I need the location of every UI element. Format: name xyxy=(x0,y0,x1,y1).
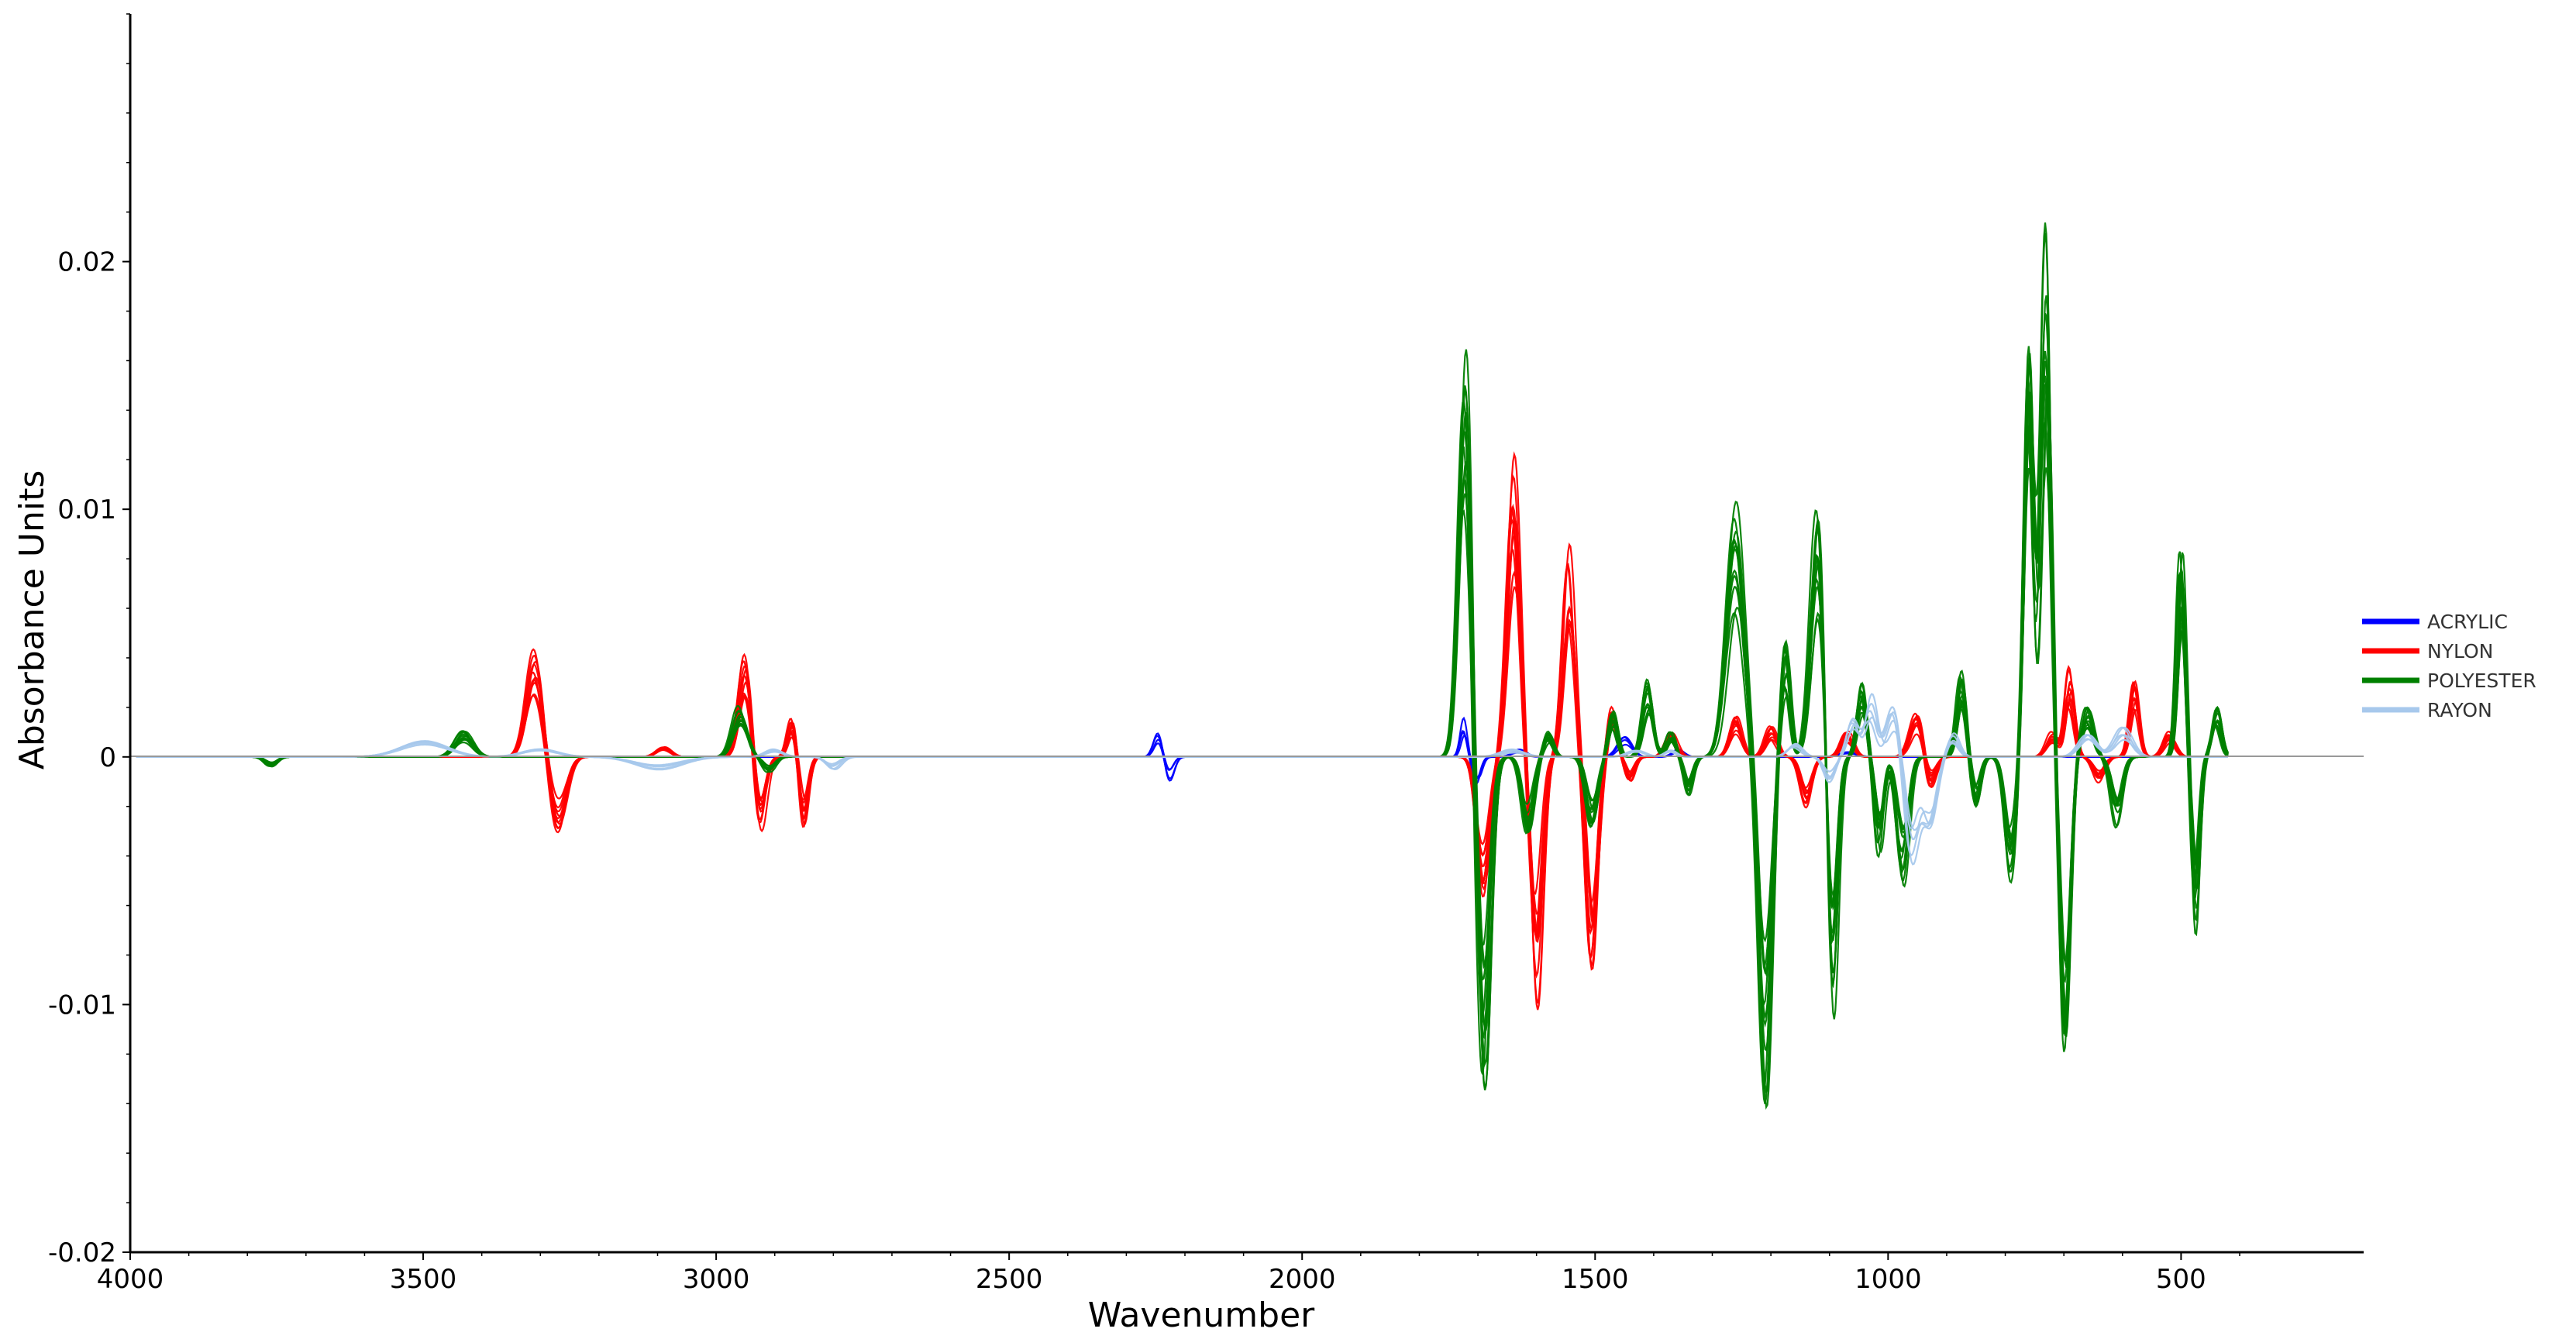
y-tick-label: 0.01 xyxy=(57,494,116,525)
x-axis-ticks: 4000 3500 3000 2500 2000 1500 1000 500 xyxy=(97,1252,2240,1295)
spectrum-trace xyxy=(136,222,2229,1028)
x-tick-label: 2500 xyxy=(976,1264,1043,1295)
series-nylon xyxy=(136,451,2228,1010)
legend-label-polyester: POLYESTER xyxy=(2427,670,2536,692)
legend: ACRYLIC NYLON POLYESTER RAYON xyxy=(2362,611,2536,721)
spectrum-trace xyxy=(136,451,2228,1010)
legend-label-rayon: RAYON xyxy=(2427,699,2492,721)
x-tick-label: 3500 xyxy=(390,1264,457,1295)
spectrum-trace xyxy=(136,232,2229,1010)
plot-area xyxy=(136,222,2229,1110)
spectrum-trace xyxy=(136,312,2229,1089)
spectrum-trace xyxy=(136,374,2229,1028)
spectrum-trace xyxy=(136,517,2228,917)
y-tick-label: 0.02 xyxy=(57,247,116,278)
x-tick-label: 3000 xyxy=(683,1264,750,1295)
y-tick-label: -0.01 xyxy=(48,990,116,1021)
series-polyester xyxy=(136,222,2229,1110)
y-tick-label: 0 xyxy=(99,742,116,773)
spectrum-trace xyxy=(136,473,2228,940)
spectrum-trace xyxy=(136,353,2229,975)
spectrum-trace xyxy=(136,375,2229,1110)
y-axis-ticks: -0.02 -0.01 0 0.01 0.02 xyxy=(48,13,130,1268)
x-tick-label: 500 xyxy=(2156,1264,2206,1295)
legend-label-acrylic: ACRYLIC xyxy=(2427,611,2508,633)
x-tick-label: 1000 xyxy=(1855,1264,1922,1295)
spectrum-trace xyxy=(136,564,2228,960)
x-tick-label: 1500 xyxy=(1562,1264,1629,1295)
y-axis-title: Absorbance Units xyxy=(12,470,52,769)
x-axis-title: Wavenumber xyxy=(1088,1296,1315,1335)
x-tick-label: 4000 xyxy=(97,1264,164,1295)
spectrum-trace xyxy=(136,295,2229,1067)
x-tick-label: 2000 xyxy=(1269,1264,1336,1295)
legend-label-nylon: NYLON xyxy=(2427,640,2493,663)
y-tick-label: -0.02 xyxy=(48,1237,116,1268)
